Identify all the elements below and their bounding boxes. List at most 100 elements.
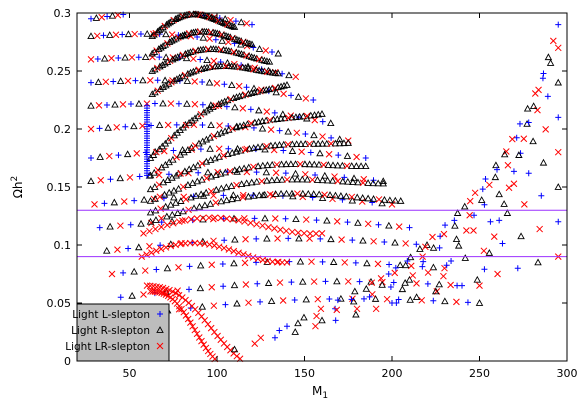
data-point	[169, 219, 177, 227]
data-point	[186, 48, 195, 56]
data-point	[454, 241, 463, 249]
data-point	[431, 287, 440, 295]
data-point	[463, 227, 470, 234]
data-point	[319, 133, 326, 140]
data-point	[271, 190, 280, 197]
data-point	[352, 259, 359, 266]
data-point	[271, 109, 278, 116]
data-point	[170, 35, 178, 43]
data-point	[279, 297, 287, 304]
data-point	[181, 217, 189, 224]
data-point	[262, 116, 270, 124]
data-point	[284, 323, 290, 330]
y-tick-label: 0	[64, 355, 71, 368]
data-point	[242, 179, 251, 187]
data-point	[422, 243, 429, 251]
data-point	[371, 295, 380, 302]
data-point	[313, 176, 322, 183]
data-point	[273, 176, 281, 183]
data-point	[120, 269, 127, 276]
curve	[146, 110, 326, 179]
data-point	[368, 279, 376, 287]
data-point	[265, 223, 272, 231]
data-point	[280, 90, 287, 98]
data-point	[491, 173, 500, 181]
data-point	[172, 171, 181, 179]
data-point	[172, 289, 180, 297]
data-point	[143, 29, 151, 37]
data-point	[419, 263, 426, 270]
data-point	[517, 232, 525, 240]
curve	[138, 239, 291, 266]
curve	[284, 183, 563, 330]
data-point	[239, 104, 247, 112]
data-point	[198, 337, 205, 345]
data-point	[153, 148, 160, 156]
data-point	[555, 114, 562, 121]
data-point	[222, 301, 229, 308]
data-point	[555, 218, 562, 225]
curve	[143, 282, 244, 363]
data-point	[228, 22, 237, 30]
data-point	[114, 246, 121, 253]
data-point	[305, 160, 314, 168]
data-point	[318, 230, 326, 237]
data-point	[424, 280, 431, 287]
data-point	[364, 220, 372, 228]
data-point	[164, 121, 172, 129]
data-point	[369, 195, 378, 202]
data-point	[199, 101, 206, 108]
data-point	[230, 281, 239, 289]
data-point	[324, 161, 333, 168]
data-point	[200, 64, 209, 72]
data-point	[258, 124, 267, 132]
data-point	[352, 162, 361, 169]
data-point	[418, 296, 426, 304]
data-point	[222, 183, 231, 191]
data-point	[173, 209, 182, 216]
data-point	[230, 23, 239, 30]
data-point	[177, 197, 185, 204]
data-point	[152, 247, 160, 255]
data-point	[162, 30, 170, 38]
data-point	[199, 33, 208, 41]
data-point	[291, 169, 300, 177]
data-point	[242, 235, 249, 243]
data-point	[175, 13, 183, 21]
data-point	[542, 126, 550, 133]
data-point	[119, 100, 127, 108]
data-point	[354, 178, 362, 186]
data-point	[298, 175, 307, 183]
data-point	[423, 241, 431, 248]
data-point	[232, 18, 239, 25]
data-point	[251, 215, 258, 222]
data-point	[440, 230, 448, 238]
data-point	[161, 76, 169, 84]
data-point	[258, 142, 267, 150]
data-point	[184, 69, 192, 77]
data-point	[280, 147, 287, 154]
data-point	[391, 238, 399, 246]
data-point	[165, 171, 172, 178]
data-point	[88, 79, 94, 86]
data-point	[546, 59, 555, 66]
curve	[146, 139, 353, 193]
data-point	[252, 177, 261, 185]
data-point	[409, 272, 417, 279]
data-point	[406, 295, 414, 303]
data-point	[152, 216, 160, 223]
data-point	[191, 114, 199, 122]
data-point	[191, 78, 199, 85]
data-point	[202, 188, 210, 196]
legend-marker	[157, 311, 163, 317]
data-point	[146, 217, 155, 225]
data-point	[331, 139, 340, 147]
data-point	[173, 53, 182, 60]
data-point	[300, 313, 308, 321]
data-point	[268, 160, 276, 168]
data-point	[401, 261, 410, 269]
data-point	[544, 93, 551, 100]
data-point	[163, 212, 171, 220]
data-point	[310, 97, 317, 103]
data-point	[220, 283, 227, 290]
